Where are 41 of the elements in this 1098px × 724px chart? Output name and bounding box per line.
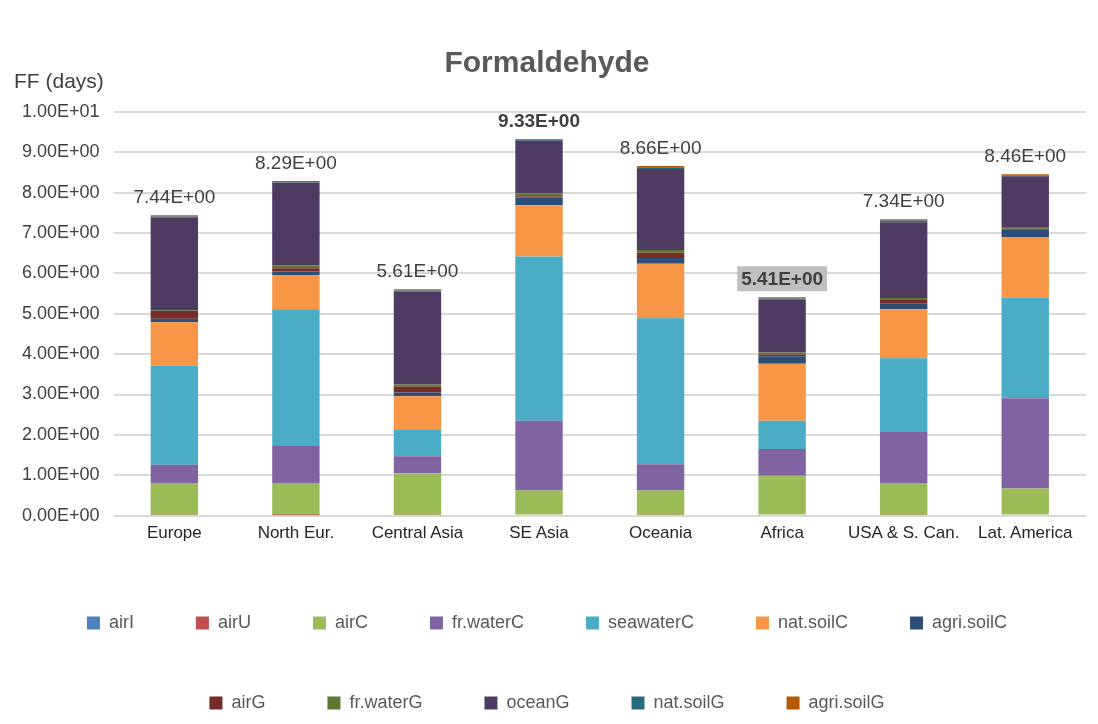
legend-label: airG <box>231 691 266 712</box>
y-tick-label: 5.00E+00 <box>21 302 100 323</box>
x-tick-label: Lat. America <box>977 523 1074 543</box>
x-tick-label: Africa <box>760 523 805 543</box>
y-tick-label: 1.00E+01 <box>21 100 100 121</box>
total-label: 7.44E+00 <box>133 186 216 208</box>
x-tick-label: SE Asia <box>509 523 570 543</box>
x-tick-label: USA & S. Can. <box>847 523 960 543</box>
legend-label: nat.soilC <box>778 611 849 632</box>
y-tick-label: 2.00E+00 <box>21 423 100 444</box>
x-tick-label: Europe <box>146 523 202 543</box>
chart-title: Formaldehyde <box>444 45 650 79</box>
legend-label: airU <box>217 611 251 632</box>
y-tick-label: 9.00E+00 <box>21 141 100 162</box>
legend-label: fr.waterG <box>349 691 423 712</box>
y-tick-label: 4.00E+00 <box>21 343 100 364</box>
x-tick-label: Oceania <box>628 523 693 543</box>
legend-label: airI <box>108 611 134 632</box>
y-tick-label: 7.00E+00 <box>21 222 100 243</box>
total-label: 9.33E+00 <box>498 109 580 131</box>
total-label: 8.46E+00 <box>984 144 1067 166</box>
legend-label: nat.soilG <box>653 691 725 712</box>
legend-label: fr.waterC <box>451 611 524 632</box>
total-label: 7.34E+00 <box>862 190 945 212</box>
legend-label: agri.soilG <box>808 691 885 712</box>
y-tick-label: 8.00E+00 <box>21 181 100 202</box>
total-label: 8.29E+00 <box>254 151 337 173</box>
total-label: 5.61E+00 <box>376 259 459 281</box>
y-tick-label: 1.00E+00 <box>21 464 100 485</box>
y-tick-label: 6.00E+00 <box>21 262 100 283</box>
legend-label: agri.soilC <box>932 611 1008 632</box>
total-label: 5.41E+00 <box>741 267 824 289</box>
legend-label: airC <box>334 611 368 632</box>
legend-label: oceanG <box>506 691 570 712</box>
legend-label: seawaterC <box>607 611 695 632</box>
y-tick-label: 3.00E+00 <box>21 383 100 404</box>
y-axis-title: FF (days) <box>14 68 104 92</box>
total-label: 8.66E+00 <box>619 136 702 158</box>
y-tick-label: 0.00E+00 <box>21 504 100 525</box>
x-tick-label: North Eur. <box>257 523 335 543</box>
x-tick-label: Central Asia <box>371 523 464 543</box>
